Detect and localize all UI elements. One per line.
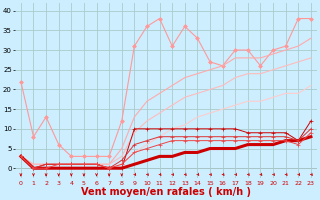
- X-axis label: Vent moyen/en rafales ( km/h ): Vent moyen/en rafales ( km/h ): [81, 187, 251, 197]
